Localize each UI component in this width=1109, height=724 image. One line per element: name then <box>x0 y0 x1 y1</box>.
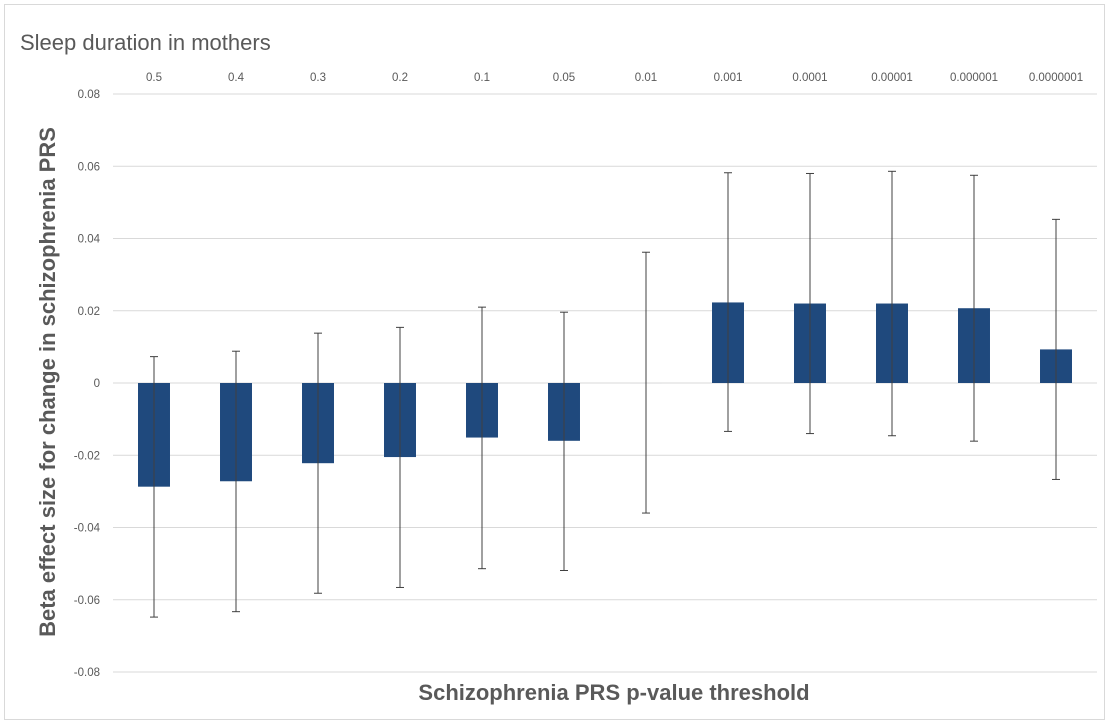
error-bar <box>314 332 322 594</box>
x-tick-label: 0.001 <box>714 72 743 84</box>
x-tick-label: 0.5 <box>146 72 162 84</box>
y-tick-label: 0.02 <box>78 306 100 318</box>
error-bar <box>642 251 650 514</box>
x-tick-label: 0.0000001 <box>1029 72 1083 84</box>
error-bar <box>150 356 158 618</box>
x-tick-label: 0.1 <box>474 72 490 84</box>
error-bar <box>724 172 732 432</box>
error-bar <box>888 170 896 437</box>
error-bar <box>396 326 404 588</box>
x-tick-label: 0.2 <box>392 72 408 84</box>
error-bar <box>560 311 568 571</box>
x-tick-label: 0.0001 <box>792 72 827 84</box>
error-bar <box>970 174 978 442</box>
x-tick-label: 0.4 <box>228 72 245 84</box>
chart-frame <box>4 4 1105 720</box>
x-tick-label: 0.00001 <box>871 72 913 84</box>
error-bar <box>478 306 486 570</box>
y-tick-label: 0.04 <box>78 234 101 246</box>
y-tick-label: -0.08 <box>74 667 100 679</box>
y-axis-title: Beta effect size for change in schizophr… <box>35 127 60 637</box>
y-tick-label: -0.06 <box>74 595 100 607</box>
error-bar <box>232 350 240 613</box>
y-tick-label: 0 <box>94 378 100 390</box>
y-tick-label: -0.04 <box>74 523 101 535</box>
bar-series <box>138 302 1072 487</box>
error-bar <box>1052 218 1060 480</box>
x-axis-title: Schizophrenia PRS p-value threshold <box>418 680 809 705</box>
y-tick-label: 0.08 <box>78 89 100 101</box>
y-tick-label: 0.06 <box>78 161 100 173</box>
y-tick-label: -0.02 <box>74 450 100 462</box>
y-tick-labels: 0.08 0.06 0.04 0.02 0 -0.02 -0.04 -0.06 -0.08 <box>74 89 101 679</box>
chart-title: Sleep duration in mothers <box>20 30 271 55</box>
x-tick-labels: 0.5 0.4 0.3 0.2 0.1 0.05 0.01 0.001 0.0001 0.0000… <box>146 72 1083 84</box>
error-bars <box>150 170 1060 618</box>
x-tick-label: 0.01 <box>635 72 657 84</box>
gridlines <box>113 93 1097 673</box>
x-tick-label: 0.05 <box>553 72 575 84</box>
x-tick-label: 0.000001 <box>950 72 998 84</box>
x-tick-label: 0.3 <box>310 72 326 84</box>
error-bar <box>806 172 814 435</box>
